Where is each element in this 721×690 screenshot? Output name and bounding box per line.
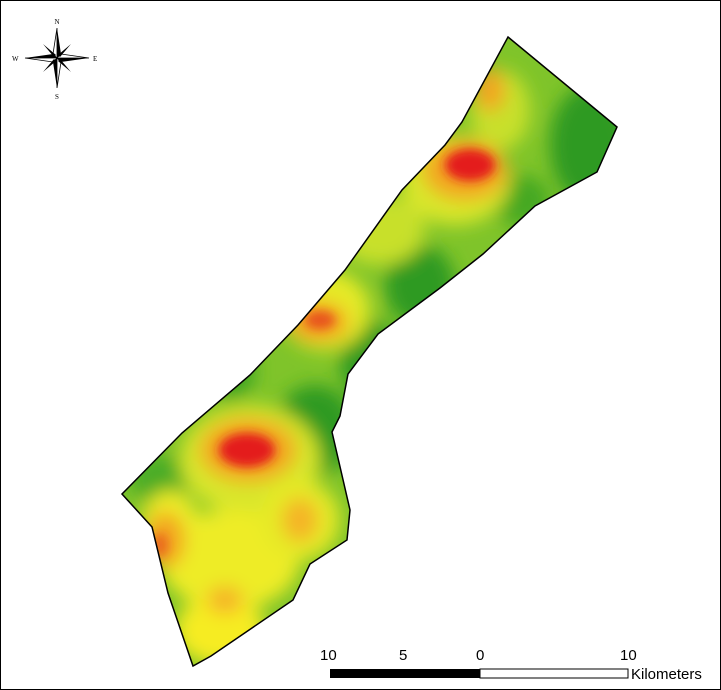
- region-outline: [120, 35, 618, 668]
- compass-rose-icon: [24, 27, 90, 89]
- compass-south-label: S: [55, 93, 59, 101]
- scale-tick-0: 0: [476, 647, 484, 664]
- scale-unit-label: Kilometers: [631, 666, 702, 683]
- compass-east-label: E: [93, 55, 97, 63]
- scale-bar: 10 5 0 10 Kilometers: [320, 647, 702, 683]
- elevation-raster: [122, 37, 617, 666]
- scale-tick-5: 5: [399, 647, 407, 664]
- scale-tick-10-left: 10: [320, 647, 337, 664]
- north-arrow: N S E W: [12, 18, 97, 101]
- compass-north-label: N: [55, 18, 60, 26]
- compass-west-label: W: [12, 55, 19, 63]
- scale-tick-10-right: 10: [620, 647, 637, 664]
